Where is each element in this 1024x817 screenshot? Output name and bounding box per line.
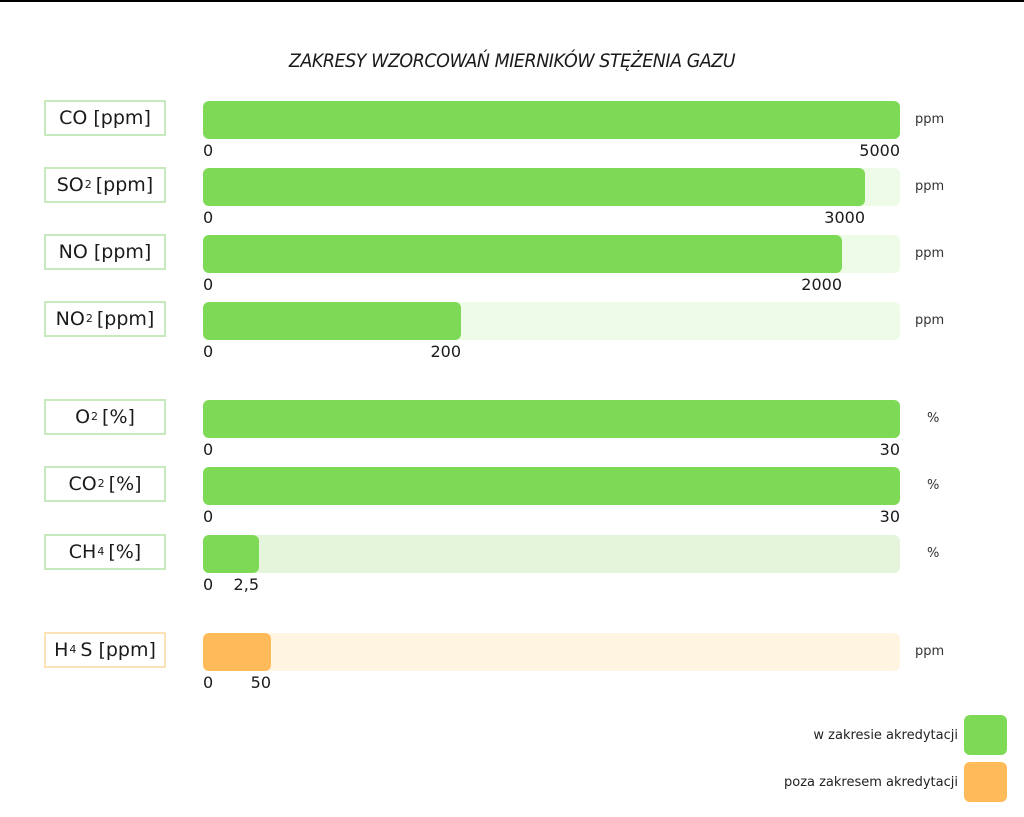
unit-label: ppm (915, 179, 945, 194)
legend-swatch-orange (964, 762, 1007, 802)
gas-unit-bracket: [%] (102, 406, 135, 428)
range-track (203, 101, 900, 139)
bar-row: CO 2 [%]% 0 30 (0, 466, 1024, 536)
range-min-label: 0 (203, 673, 214, 692)
legend-item-in-range: w zakresie akredytacji (813, 715, 1007, 755)
gas-unit-bracket: [%] (108, 473, 142, 495)
range-track (203, 400, 900, 438)
gas-name: NO (55, 308, 85, 330)
gas-label: CO 2 [%] (44, 466, 166, 502)
unit-label: % (927, 546, 940, 561)
legend-label: poza zakresem akredytacji (783, 774, 958, 790)
gas-name: CO (68, 473, 97, 495)
range-track (203, 168, 900, 206)
range-bar (203, 535, 259, 573)
unit-label: % (927, 411, 940, 426)
range-bar (203, 302, 461, 340)
unit-label: ppm (915, 313, 945, 328)
legend-swatch-green (964, 715, 1007, 755)
gas-unit-bracket: [ppm] (87, 241, 152, 263)
range-track (203, 633, 900, 671)
range-max-label: 2,5 (233, 575, 259, 594)
range-bar (203, 168, 865, 206)
gas-unit-bracket: [ppm] (87, 107, 151, 129)
gas-label: NO 2 [ppm] (44, 301, 166, 337)
range-max-label: 30 (879, 440, 900, 459)
chart-title: ZAKRESY WZORCOWAŃ MIERNIKÓW STĘŻENIA GAZ… (288, 50, 736, 72)
range-max-label: 3000 (824, 208, 865, 227)
range-bar (203, 400, 900, 438)
range-bar (203, 101, 900, 139)
legend-item-out-range: poza zakresem akredytacji (784, 762, 1007, 802)
range-track (203, 535, 900, 573)
range-min-label: 0 (203, 141, 214, 160)
gas-unit-bracket: [ppm] (96, 308, 155, 330)
gas-unit-bracket: [%] (108, 541, 142, 563)
range-track (203, 235, 900, 273)
unit-label: ppm (915, 112, 945, 127)
range-min-label: 0 (203, 208, 214, 227)
gas-label: NO [ppm] (44, 234, 166, 270)
gas-label: CH 4 [%] (44, 534, 166, 570)
range-min-label: 0 (203, 575, 214, 594)
range-max-label: 200 (430, 342, 461, 361)
range-bar (203, 633, 271, 671)
range-max-label: 5000 (859, 141, 900, 160)
gas-label: SO 2 [ppm] (44, 167, 166, 203)
bar-row: O 2 [%]% 0 30 (0, 399, 1024, 469)
gas-label: CO [ppm] (44, 100, 166, 136)
gas-label: O 2 [%] (44, 399, 166, 435)
gas-name: O (75, 406, 91, 428)
range-max-label: 30 (879, 507, 900, 526)
gas-unit-bracket: [ppm] (95, 174, 154, 196)
top-border (0, 0, 1024, 2)
bar-row: SO 2 [ppm] ppm 0 3000 (0, 167, 1024, 237)
gas-name: CO (59, 107, 88, 129)
bar-row: NO 2 [ppm] ppm 0 200 (0, 301, 1024, 371)
range-track (203, 302, 900, 340)
unit-label: % (927, 478, 940, 493)
bar-row: CH 4 [%]% 0 2,5 (0, 534, 1024, 604)
range-max-label: 2000 (801, 275, 842, 294)
range-min-label: 0 (203, 440, 214, 459)
gas-unit-bracket: S [ppm] (80, 639, 156, 661)
range-track (203, 467, 900, 505)
range-bar (203, 235, 842, 273)
range-bar (203, 467, 900, 505)
unit-label: ppm (915, 644, 945, 659)
range-min-label: 0 (203, 342, 214, 361)
range-min-label: 0 (203, 275, 214, 294)
bar-row: CO [ppm] ppm 0 5000 (0, 100, 1024, 170)
gas-name: H (54, 639, 69, 661)
gas-name: CH (68, 541, 97, 563)
legend-label: w zakresie akredytacji (813, 727, 958, 743)
range-max-label: 50 (250, 673, 271, 692)
range-min-label: 0 (203, 507, 214, 526)
unit-label: ppm (915, 246, 945, 261)
bar-row: NO [ppm] ppm 0 2000 (0, 234, 1024, 304)
gas-name: NO (58, 241, 88, 263)
gas-name: SO (56, 174, 84, 196)
